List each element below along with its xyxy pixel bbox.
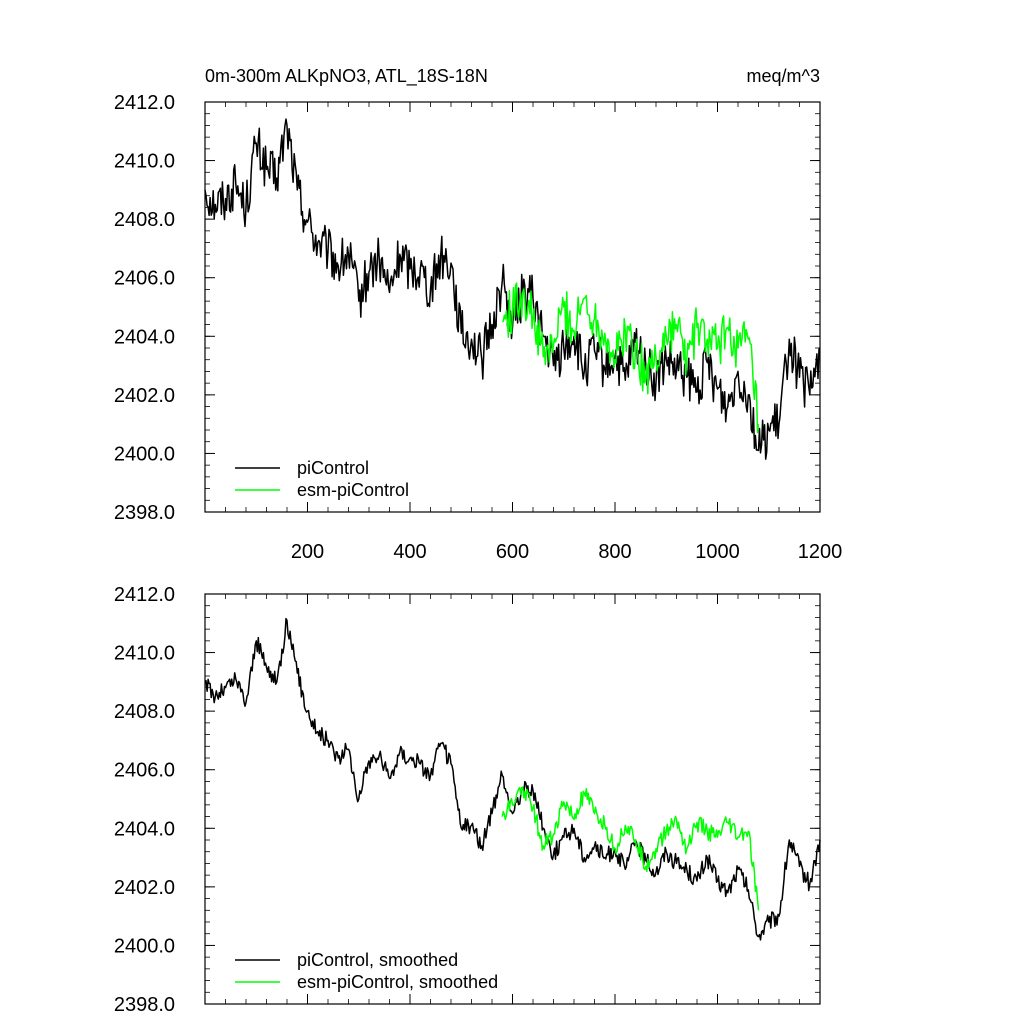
y-tick-label: 2410.0 bbox=[114, 643, 175, 665]
x-tick-label: 800 bbox=[598, 541, 631, 563]
y-tick-label: 2408.0 bbox=[114, 209, 175, 231]
legend-label: piControl, smoothed bbox=[297, 950, 458, 970]
y-tick-label: 2400.0 bbox=[114, 935, 175, 957]
x-tick-label: 1000 bbox=[695, 541, 740, 563]
legend-label: piControl bbox=[297, 458, 369, 478]
series-line-esm-picontrol bbox=[501, 786, 760, 911]
legend-label: esm-piControl bbox=[297, 480, 409, 500]
top-chart-title-right: meq/m^3 bbox=[747, 66, 820, 86]
y-tick-label: 2412.0 bbox=[114, 584, 175, 606]
series-line-esm-picontrol bbox=[502, 282, 760, 434]
y-tick-label: 2402.0 bbox=[114, 385, 175, 407]
top-chart-title-left: 0m-300m ALKpNO3, ATL_18S-18N bbox=[205, 66, 488, 87]
y-tick-label: 2412.0 bbox=[114, 92, 175, 114]
legend-label: esm-piControl, smoothed bbox=[297, 972, 498, 992]
y-tick-label: 2410.0 bbox=[114, 151, 175, 173]
y-tick-label: 2404.0 bbox=[114, 326, 175, 348]
y-tick-label: 2408.0 bbox=[114, 701, 175, 723]
y-tick-label: 2402.0 bbox=[114, 877, 175, 899]
top-chart-panel: 0m-300m ALKpNO3, ATL_18S-18N meq/m^3 239… bbox=[114, 66, 842, 563]
x-tick-label: 200 bbox=[291, 541, 324, 563]
x-tick-label: 600 bbox=[496, 541, 529, 563]
x-tick-label: 400 bbox=[393, 541, 426, 563]
x-tick-label: 1200 bbox=[798, 541, 843, 563]
bottom-chart-panel: 2398.0 2400.0 2402.0 2404.0 2406.0 2408.0 2410… bbox=[114, 584, 821, 1016]
y-tick-label: 2404.0 bbox=[114, 818, 175, 840]
y-tick-label: 2400.0 bbox=[114, 443, 175, 465]
series-line-picontrol bbox=[204, 617, 821, 941]
y-tick-label: 2398.0 bbox=[114, 502, 175, 524]
y-tick-label: 2406.0 bbox=[114, 760, 175, 782]
y-tick-label: 2406.0 bbox=[114, 268, 175, 290]
y-tick-label: 2398.0 bbox=[114, 994, 175, 1016]
